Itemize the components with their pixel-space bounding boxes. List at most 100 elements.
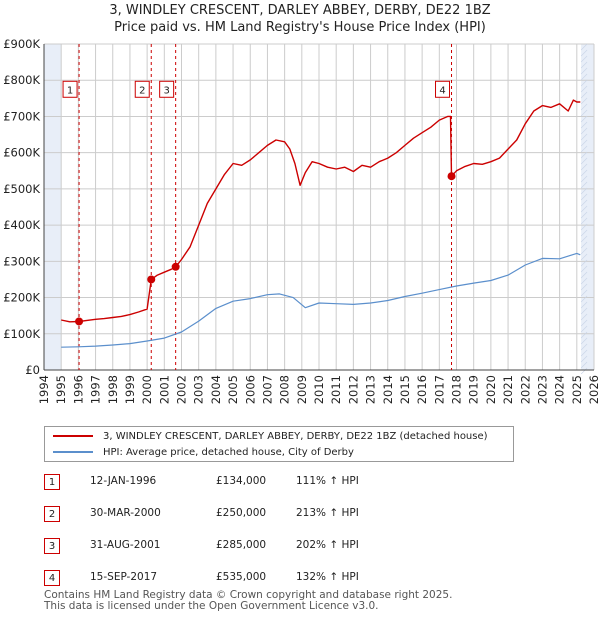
hatch-line <box>580 157 588 165</box>
sale-point <box>147 275 156 284</box>
x-tick-label: 2021 <box>501 375 515 404</box>
sale-badge: 1 <box>44 474 60 490</box>
y-tick-label: £700K <box>3 109 40 123</box>
hatch-line <box>580 259 588 267</box>
hatch-line <box>580 127 588 135</box>
x-tick-label: 2011 <box>329 375 343 404</box>
x-tick-label: 1999 <box>123 375 137 404</box>
x-tick-label: 2006 <box>243 375 257 404</box>
sale-label-box <box>134 80 150 98</box>
x-tick-label: 2003 <box>192 375 206 404</box>
sale-hpi-change: 111% ↑ HPI <box>296 475 359 487</box>
sale-price: £285,000 <box>216 539 267 551</box>
table-row: 1 12-JAN-1996 £134,000 111% ↑ HPI <box>44 472 404 492</box>
x-tick-label: 2017 <box>432 375 446 404</box>
x-tick-label: 2015 <box>398 375 412 404</box>
y-tick-label: £100K <box>3 327 40 341</box>
hatch-line <box>580 211 588 219</box>
hatch-line <box>580 91 588 99</box>
hatch-line <box>580 199 588 207</box>
x-tick-label: 2024 <box>553 375 567 404</box>
hatch-line <box>580 289 588 297</box>
sale-label-box <box>435 80 451 98</box>
x-tick-label: 2022 <box>518 375 532 404</box>
sale-price: £535,000 <box>216 571 267 583</box>
hatch-line <box>580 331 588 339</box>
sale-date: 12-JAN-1996 <box>90 475 157 487</box>
y-tick-label: £500K <box>3 182 40 196</box>
x-tick-label: 2008 <box>278 375 292 404</box>
hatch-line <box>580 307 588 315</box>
sale-date: 31-AUG-2001 <box>90 539 161 551</box>
sale-date: 30-MAR-2000 <box>90 507 161 519</box>
sale-label-box <box>159 80 175 98</box>
sale-label-box <box>62 80 78 98</box>
x-tick-label: 2018 <box>450 375 464 404</box>
footer: Contains HM Land Registry data © Crown c… <box>44 590 452 612</box>
table-row: 4 15-SEP-2017 £535,000 132% ↑ HPI <box>44 568 404 588</box>
hatch-line <box>580 133 588 141</box>
x-tick-label: 2007 <box>260 375 274 404</box>
shaded-range <box>44 44 62 370</box>
hatch-line <box>580 241 588 249</box>
x-tick-label: 2013 <box>364 375 378 404</box>
legend-item-property: 3, WINDLEY CRESCENT, DARLEY ABBEY, DERBY… <box>53 428 488 444</box>
hatch-line <box>580 367 588 375</box>
hatch-line <box>580 49 588 57</box>
x-tick-label: 1994 <box>37 375 51 404</box>
hatch-line <box>580 139 588 147</box>
chart-legend: 3, WINDLEY CRESCENT, DARLEY ABBEY, DERBY… <box>44 426 514 462</box>
hatch-line <box>580 85 588 93</box>
hatch-line <box>580 223 588 231</box>
sale-point <box>447 172 456 181</box>
sale-label: 3 <box>163 85 169 96</box>
hatch-line <box>580 79 588 87</box>
sale-point <box>171 262 180 271</box>
hatch-line <box>580 187 588 195</box>
x-tick-label: 2025 <box>570 375 584 404</box>
hatch-line <box>580 169 588 177</box>
hatch-line <box>580 361 588 369</box>
hatch-line <box>580 217 588 225</box>
sale-hpi-change: 132% ↑ HPI <box>296 571 359 583</box>
y-tick-label: £200K <box>3 291 40 305</box>
hatch-line <box>580 97 588 105</box>
hatch-line <box>580 115 588 123</box>
hatch-line <box>580 67 588 75</box>
y-tick-label: £400K <box>3 218 40 232</box>
hatch-line <box>580 355 588 363</box>
x-tick-label: 2000 <box>140 375 154 404</box>
y-tick-label: £900K <box>3 37 40 51</box>
sale-hpi-change: 213% ↑ HPI <box>296 507 359 519</box>
hatch-line <box>580 109 588 117</box>
x-tick-label: 2005 <box>226 375 240 404</box>
x-tick-label: 2001 <box>157 375 171 404</box>
sale-badge: 3 <box>44 538 60 554</box>
hpi-line <box>61 252 581 348</box>
x-tick-label: 2009 <box>295 375 309 404</box>
hatch-line <box>580 103 588 111</box>
x-tick-label: 2002 <box>175 375 189 404</box>
sale-hpi-change: 202% ↑ HPI <box>296 539 359 551</box>
hatch-line <box>580 43 588 51</box>
hatch-line <box>580 151 588 159</box>
hatch-line <box>580 181 588 189</box>
hatch-line <box>580 283 588 291</box>
x-tick-label: 2026 <box>587 375 600 404</box>
y-tick-label: £600K <box>3 146 40 160</box>
x-tick-label: 1998 <box>106 375 120 404</box>
legend-swatch-hpi <box>53 451 93 453</box>
x-tick-label: 2012 <box>346 375 360 404</box>
y-tick-label: £0 <box>25 363 40 377</box>
hatch-line <box>580 145 588 153</box>
x-tick-label: 1996 <box>71 375 85 404</box>
price-chart: £0 £100K £200K £300K £400K £500K £600K £700K £80… <box>3 37 600 404</box>
hatch-line <box>580 313 588 321</box>
x-tick-label: 2010 <box>312 375 326 404</box>
x-tick-label: 2023 <box>535 375 549 404</box>
hatch-line <box>580 301 588 309</box>
x-tick-label: 2014 <box>381 375 395 404</box>
hatch-line <box>580 325 588 333</box>
x-tick-label: 1997 <box>89 375 103 404</box>
x-tick-label: 2004 <box>209 375 223 404</box>
